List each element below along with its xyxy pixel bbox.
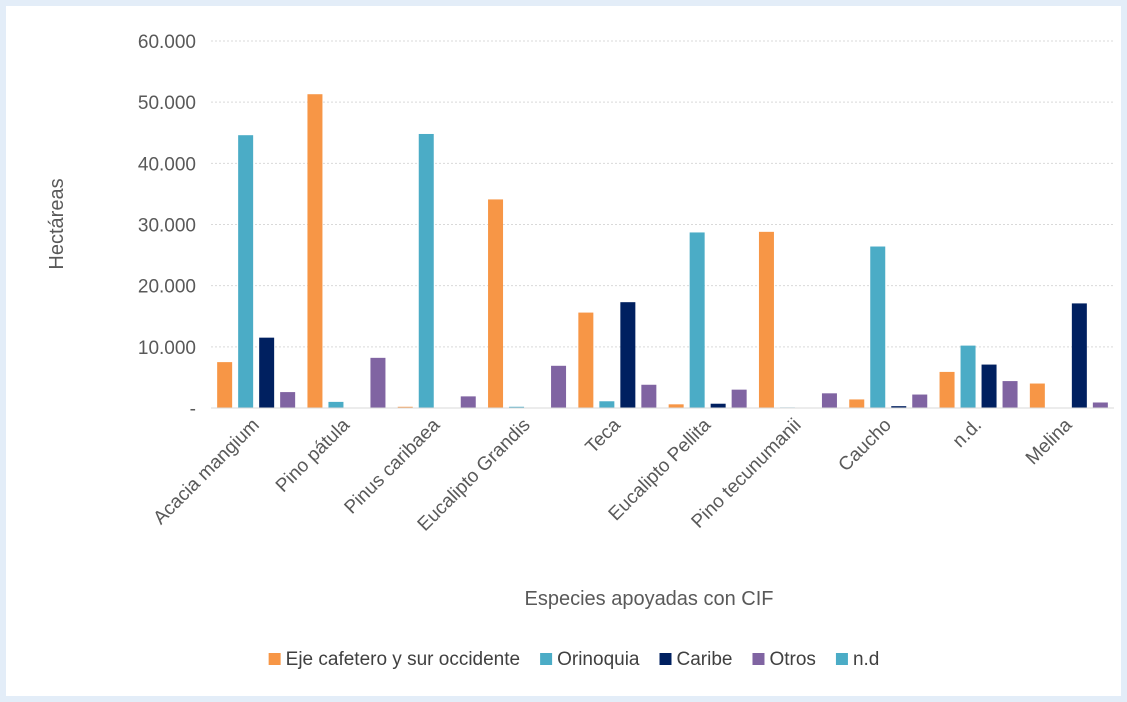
legend-label: Orinoquia — [557, 649, 640, 670]
bar — [578, 312, 594, 408]
bar — [758, 231, 774, 408]
y-tick-label: 50.000 — [138, 93, 196, 114]
bar — [891, 406, 907, 408]
y-tick-label: 60.000 — [138, 32, 196, 53]
bars — [217, 94, 1108, 409]
y-tick-label: - — [190, 399, 196, 420]
bar — [488, 199, 504, 408]
legend-swatch — [268, 653, 281, 665]
bar — [912, 394, 928, 408]
bar — [328, 401, 344, 408]
bar — [870, 246, 886, 408]
y-axis-ticks: - 10.000 20.000 30.000 40.000 50.000 60.000 — [138, 32, 196, 420]
bar — [509, 406, 525, 408]
bar — [280, 392, 296, 408]
bar — [370, 357, 386, 408]
x-tick-label: Pino pátula — [272, 414, 354, 496]
bar — [397, 406, 413, 408]
y-axis-title: Hectáreas — [46, 178, 68, 269]
bar — [418, 133, 434, 408]
bar — [710, 403, 726, 408]
x-tick-label: Teca — [582, 414, 626, 458]
bar — [460, 396, 476, 408]
chart-frame: - 10.000 20.000 30.000 40.000 50.000 60.000 Ac… — [6, 6, 1121, 696]
legend-label: Otros — [769, 649, 815, 670]
bar — [668, 404, 684, 408]
bar — [599, 401, 615, 408]
legend-swatch — [835, 653, 848, 665]
legend-label: Eje cafetero y sur occidente — [286, 649, 520, 670]
legend-swatch — [659, 653, 672, 665]
x-axis-title: Especies apoyadas con CIF — [524, 588, 773, 610]
bar — [217, 362, 233, 408]
bar — [939, 371, 955, 408]
gridlines — [211, 40, 1114, 348]
bar — [307, 94, 323, 408]
bar — [821, 393, 837, 408]
bar — [1092, 402, 1108, 408]
bar — [1029, 383, 1045, 408]
bar — [641, 384, 657, 408]
legend-item: Caribe — [659, 649, 733, 670]
x-tick-label: n.d. — [949, 415, 986, 452]
legend-item: Eje cafetero y sur occidente — [268, 649, 520, 670]
legend: Eje cafetero y sur occidente Orinoquia Car… — [268, 649, 879, 670]
y-tick-label: 20.000 — [138, 277, 196, 298]
bar — [238, 135, 254, 409]
bar — [259, 337, 275, 408]
y-tick-label: 40.000 — [138, 154, 196, 175]
bar — [1071, 303, 1087, 408]
x-tick-label: Melina — [1022, 414, 1077, 469]
legend-item: Otros — [752, 649, 816, 670]
bar — [981, 364, 997, 408]
x-tick-label: Pinus caribaea — [341, 414, 445, 518]
legend-label: Caribe — [677, 649, 733, 670]
y-tick-label: 10.000 — [138, 338, 196, 359]
x-tick-label: Caucho — [835, 415, 896, 476]
legend-item: n.d — [835, 649, 879, 670]
bar — [689, 232, 705, 408]
bar-chart: - 10.000 20.000 30.000 40.000 50.000 60.000 Ac… — [46, 32, 1114, 670]
legend-swatch — [752, 653, 765, 665]
bar — [731, 389, 747, 408]
bar — [849, 399, 865, 408]
bar — [620, 302, 636, 408]
legend-swatch — [540, 653, 553, 665]
bar — [551, 365, 567, 408]
bar — [960, 345, 976, 408]
legend-label: n.d — [853, 649, 879, 670]
bar — [1002, 381, 1018, 408]
y-tick-label: 30.000 — [138, 216, 196, 237]
x-tick-label: Acacia mangium — [150, 415, 264, 529]
legend-item: Orinoquia — [540, 649, 640, 670]
